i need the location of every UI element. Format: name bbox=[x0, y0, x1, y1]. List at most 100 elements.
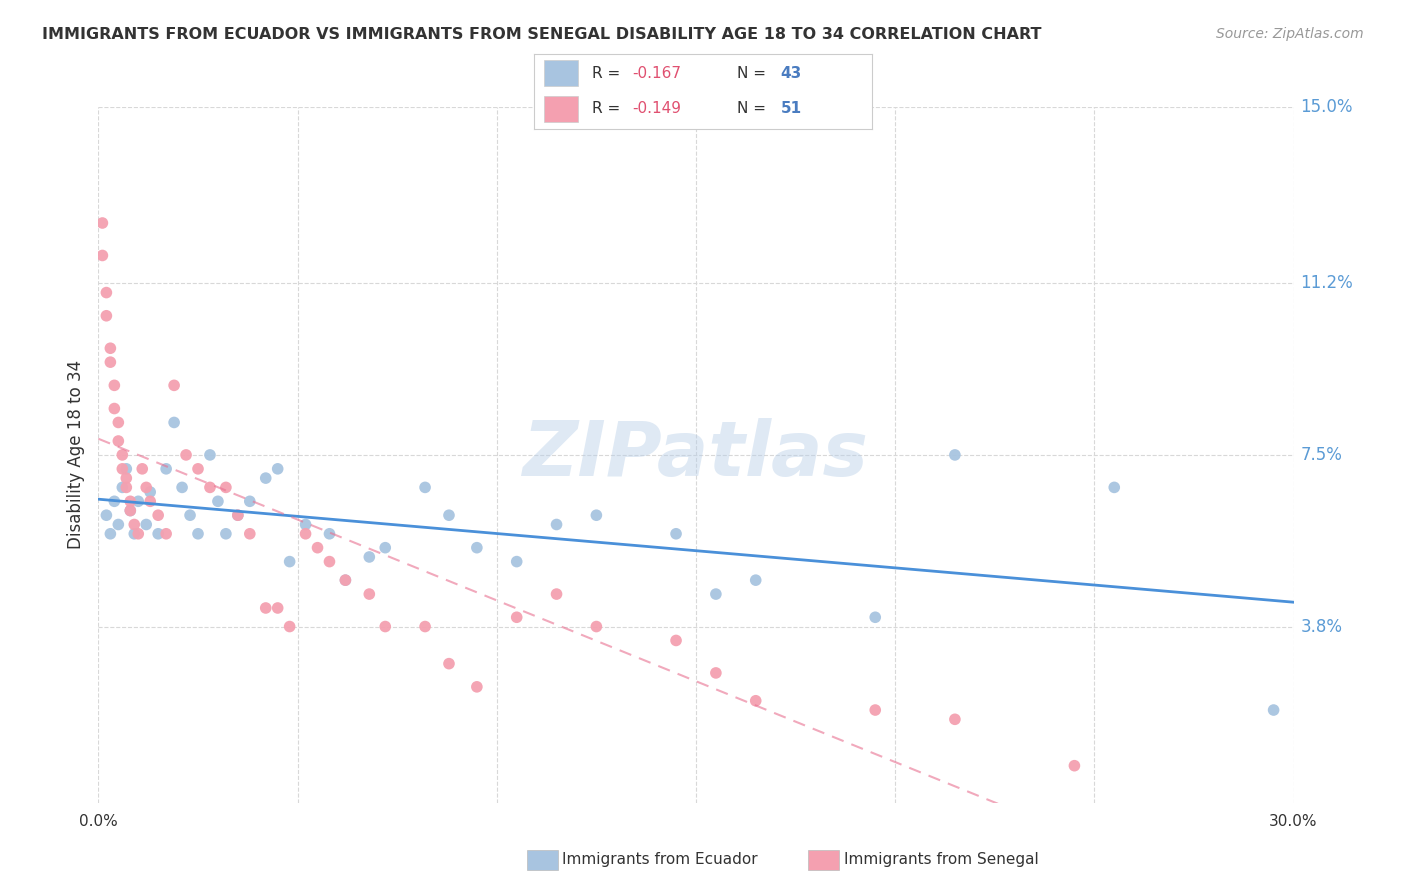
Text: Source: ZipAtlas.com: Source: ZipAtlas.com bbox=[1216, 27, 1364, 41]
Point bbox=[198, 480, 221, 494]
Point bbox=[506, 610, 529, 624]
Point bbox=[120, 503, 142, 517]
Text: -0.149: -0.149 bbox=[633, 102, 681, 116]
Point bbox=[187, 462, 209, 476]
Point bbox=[585, 619, 607, 633]
Point bbox=[107, 434, 129, 448]
Point bbox=[139, 485, 162, 500]
Point bbox=[174, 448, 197, 462]
Point bbox=[198, 448, 221, 462]
Point bbox=[1063, 758, 1085, 772]
Point bbox=[131, 462, 153, 476]
Point bbox=[124, 526, 146, 541]
Point bbox=[215, 526, 238, 541]
Text: N =: N = bbox=[737, 102, 770, 116]
Point bbox=[465, 680, 488, 694]
Point bbox=[135, 517, 157, 532]
Point bbox=[267, 601, 290, 615]
Point bbox=[111, 448, 134, 462]
Point bbox=[179, 508, 201, 523]
Point bbox=[98, 341, 122, 355]
Point bbox=[111, 480, 134, 494]
Point bbox=[665, 633, 688, 648]
Point bbox=[98, 355, 122, 369]
Point bbox=[863, 703, 886, 717]
Text: N =: N = bbox=[737, 66, 770, 81]
Point bbox=[267, 462, 290, 476]
Point bbox=[103, 401, 125, 416]
Point bbox=[127, 526, 149, 541]
Point bbox=[239, 526, 262, 541]
FancyBboxPatch shape bbox=[544, 96, 578, 122]
Point bbox=[437, 657, 460, 671]
Point bbox=[745, 694, 768, 708]
Point bbox=[172, 480, 194, 494]
Text: -0.167: -0.167 bbox=[633, 66, 681, 81]
Point bbox=[148, 508, 170, 523]
Point bbox=[863, 610, 886, 624]
Point bbox=[335, 573, 357, 587]
Point bbox=[239, 494, 262, 508]
Point bbox=[103, 494, 125, 508]
Point bbox=[96, 309, 118, 323]
Point bbox=[465, 541, 488, 555]
Point bbox=[359, 587, 381, 601]
Point bbox=[413, 480, 436, 494]
Point bbox=[91, 248, 114, 262]
Point bbox=[215, 480, 238, 494]
Text: 7.5%: 7.5% bbox=[1301, 446, 1343, 464]
Point bbox=[546, 587, 568, 601]
Point bbox=[943, 448, 966, 462]
Point bbox=[115, 471, 138, 485]
Point bbox=[294, 517, 316, 532]
Point bbox=[163, 416, 186, 430]
Point bbox=[278, 619, 301, 633]
Point bbox=[546, 517, 568, 532]
Point bbox=[585, 508, 607, 523]
Point bbox=[96, 285, 118, 300]
Point bbox=[294, 526, 316, 541]
Point bbox=[307, 541, 329, 555]
Point bbox=[278, 555, 301, 569]
Point bbox=[413, 619, 436, 633]
Point bbox=[506, 555, 529, 569]
Point bbox=[335, 573, 357, 587]
Point bbox=[98, 526, 122, 541]
Text: 15.0%: 15.0% bbox=[1301, 98, 1353, 116]
Point bbox=[155, 526, 177, 541]
Point bbox=[704, 665, 727, 680]
Text: 43: 43 bbox=[780, 66, 801, 81]
Point bbox=[120, 503, 142, 517]
FancyBboxPatch shape bbox=[544, 61, 578, 87]
Text: ZIPatlas: ZIPatlas bbox=[523, 418, 869, 491]
Text: R =: R = bbox=[592, 102, 624, 116]
Point bbox=[374, 619, 396, 633]
Point bbox=[127, 494, 149, 508]
Point bbox=[139, 494, 162, 508]
Point bbox=[1102, 480, 1125, 494]
Y-axis label: Disability Age 18 to 34: Disability Age 18 to 34 bbox=[66, 360, 84, 549]
Point bbox=[111, 462, 134, 476]
Point bbox=[148, 526, 170, 541]
Point bbox=[91, 216, 114, 230]
Point bbox=[254, 601, 277, 615]
Text: R =: R = bbox=[592, 66, 624, 81]
Text: Immigrants from Ecuador: Immigrants from Ecuador bbox=[562, 853, 758, 867]
Point bbox=[318, 526, 340, 541]
Point bbox=[665, 526, 688, 541]
Point bbox=[115, 462, 138, 476]
Point bbox=[437, 508, 460, 523]
Text: 11.2%: 11.2% bbox=[1301, 275, 1354, 293]
Point bbox=[107, 517, 129, 532]
Text: 3.8%: 3.8% bbox=[1301, 617, 1343, 635]
Point bbox=[226, 508, 249, 523]
Point bbox=[745, 573, 768, 587]
Point bbox=[704, 587, 727, 601]
Point bbox=[1263, 703, 1285, 717]
Point bbox=[96, 508, 118, 523]
Point bbox=[120, 494, 142, 508]
Point bbox=[374, 541, 396, 555]
Point bbox=[115, 480, 138, 494]
Text: 51: 51 bbox=[780, 102, 801, 116]
Point bbox=[254, 471, 277, 485]
